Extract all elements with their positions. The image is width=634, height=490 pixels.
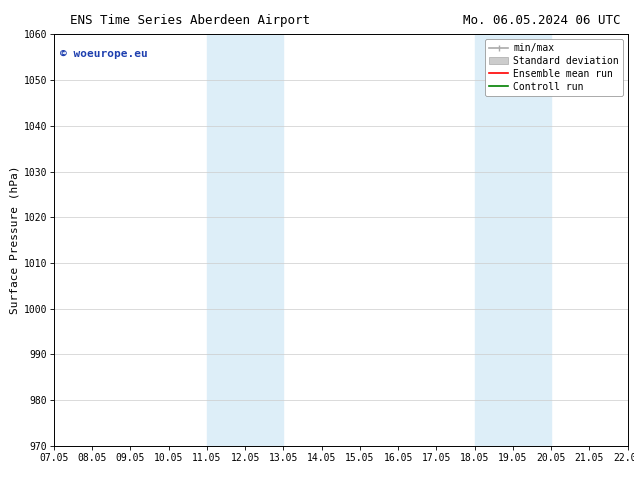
Bar <box>475 34 551 446</box>
Text: Mo. 06.05.2024 06 UTC: Mo. 06.05.2024 06 UTC <box>463 14 620 27</box>
Legend: min/max, Standard deviation, Ensemble mean run, Controll run: min/max, Standard deviation, Ensemble me… <box>485 39 623 96</box>
Text: ENS Time Series Aberdeen Airport: ENS Time Series Aberdeen Airport <box>70 14 310 27</box>
Bar <box>207 34 283 446</box>
Text: © woeurope.eu: © woeurope.eu <box>60 49 147 59</box>
Y-axis label: Surface Pressure (hPa): Surface Pressure (hPa) <box>10 166 19 315</box>
